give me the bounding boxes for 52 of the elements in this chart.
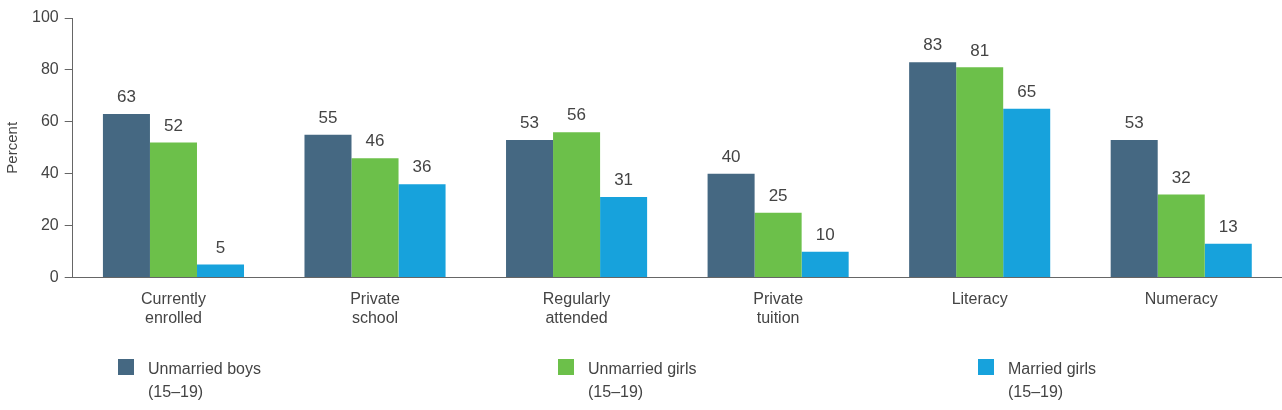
y-tick-label: 20 (40, 216, 59, 234)
text: Unmarried boys (15–19) (148, 360, 261, 400)
data-label: 53 (520, 113, 539, 133)
data-label: 13 (1218, 217, 1238, 237)
y-axis-title: Percent (3, 121, 21, 174)
text: Unmarried girls (15–19) (588, 360, 697, 400)
data-label: 10 (815, 224, 835, 244)
legend-label: Married girls (15–19) (1008, 360, 1097, 400)
y-tick-label: 0 (49, 268, 59, 286)
data-label: 40 (721, 146, 741, 166)
x-tick-label: Currently enrolled (141, 289, 206, 326)
data-label: 5 (215, 237, 226, 257)
x-tick-label: Literacy (951, 289, 1008, 307)
data-label: 65 (1017, 82, 1037, 102)
bar (754, 212, 802, 278)
data-label: 63 (116, 87, 136, 107)
y-tick-label: 100 (31, 8, 59, 26)
bar (909, 62, 957, 278)
bar (1204, 243, 1252, 278)
data-label: 31 (614, 170, 634, 190)
data-label: 55 (318, 108, 338, 128)
bar (600, 197, 648, 278)
y-tick-label: 60 (40, 112, 59, 130)
data-label: 25 (768, 185, 788, 205)
bar (149, 142, 197, 278)
data-label: 53 (1124, 113, 1144, 133)
data-label: 83 (923, 35, 943, 55)
y-tick-label: 80 (40, 60, 59, 78)
bar (956, 67, 1004, 278)
x-tick-label: Private tuition (753, 289, 804, 326)
data-label: 56 (567, 105, 587, 125)
data-label: 46 (365, 131, 385, 151)
y-tick-label: 40 (40, 164, 59, 182)
bar (351, 158, 399, 278)
x-tick-label: Private school (350, 289, 401, 326)
bar (398, 184, 446, 278)
bar (196, 264, 245, 278)
data-label: 32 (1171, 167, 1191, 187)
bar (1157, 194, 1205, 278)
bar (801, 251, 849, 278)
bar (707, 173, 755, 278)
bar (506, 140, 554, 278)
bar (1110, 140, 1158, 278)
x-tick-label: Numeracy (1144, 289, 1218, 307)
data-label: 36 (412, 157, 432, 177)
bar (1003, 108, 1051, 278)
x-tick-label: Regularly attended (542, 289, 611, 326)
bar (304, 134, 352, 278)
bar (553, 132, 601, 278)
data-label: 52 (164, 115, 183, 135)
bar (102, 114, 150, 278)
data-label: 81 (970, 40, 990, 60)
